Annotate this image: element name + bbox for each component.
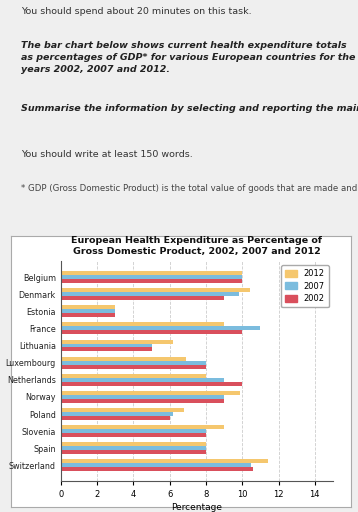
Bar: [61, 348, 151, 351]
Bar: [61, 344, 151, 348]
Legend: 2012, 2007, 2002: 2012, 2007, 2002: [281, 265, 329, 307]
Bar: [61, 330, 242, 334]
Bar: [61, 339, 173, 344]
Bar: [61, 279, 242, 283]
Text: The bar chart below shows current health expenditure totals as percentages of GD: The bar chart below shows current health…: [21, 41, 356, 74]
Bar: [61, 459, 268, 463]
Bar: [61, 412, 173, 416]
Bar: [61, 374, 206, 378]
Bar: [61, 463, 251, 467]
Bar: [61, 309, 115, 313]
Bar: [61, 391, 241, 395]
Bar: [61, 408, 184, 412]
Text: Summarise the information by selecting and reporting the main features, and make: Summarise the information by selecting a…: [21, 103, 358, 113]
Bar: [61, 357, 186, 360]
Bar: [61, 442, 206, 446]
Bar: [61, 395, 224, 399]
Bar: [61, 365, 206, 369]
X-axis label: Percentage: Percentage: [171, 503, 222, 512]
Bar: [61, 275, 242, 279]
Bar: [61, 378, 224, 382]
Bar: [61, 446, 206, 450]
Text: You should write at least 150 words.: You should write at least 150 words.: [21, 150, 193, 159]
Title: European Health Expenditure as Percentage of
Gross Domestic Product, 2002, 2007 : European Health Expenditure as Percentag…: [71, 236, 323, 256]
Bar: [61, 399, 224, 403]
Bar: [61, 313, 115, 317]
Bar: [61, 382, 242, 386]
Bar: [61, 360, 206, 365]
Bar: [61, 450, 206, 454]
Bar: [61, 271, 242, 275]
Bar: [61, 305, 115, 309]
Text: You should spend about 20 minutes on this task.: You should spend about 20 minutes on thi…: [21, 7, 252, 16]
Bar: [61, 433, 206, 437]
Bar: [61, 288, 250, 292]
Bar: [61, 425, 224, 429]
Bar: [61, 296, 224, 300]
Bar: [61, 416, 170, 420]
Text: * GDP (Gross Domestic Product) is the total value of goods that are made and ser: * GDP (Gross Domestic Product) is the to…: [21, 184, 358, 194]
Bar: [61, 327, 260, 330]
Bar: [61, 467, 253, 471]
Bar: [61, 429, 206, 433]
Bar: [61, 292, 239, 296]
Bar: [61, 323, 224, 327]
